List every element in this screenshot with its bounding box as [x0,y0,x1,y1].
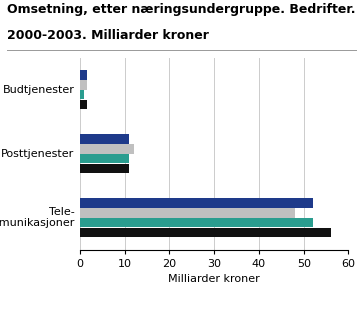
X-axis label: Milliarder kroner: Milliarder kroner [168,274,260,284]
Bar [80,198,313,208]
Legend: 2000, 2001, 2002, 2003: 2000, 2001, 2002, 2003 [89,316,339,320]
Text: Omsetning, etter næringsundergruppe. Bedrifter.: Omsetning, etter næringsundergruppe. Bed… [7,3,356,16]
Bar [80,208,295,218]
Bar [80,70,87,80]
Bar [80,144,134,154]
Bar [80,228,331,237]
Text: 2000-2003. Milliarder kroner: 2000-2003. Milliarder kroner [7,29,209,42]
Bar [80,164,129,173]
Bar [80,134,129,144]
Bar [80,80,87,90]
Bar [80,90,84,100]
Bar [80,218,313,228]
Bar [80,154,129,164]
Bar [80,100,87,109]
